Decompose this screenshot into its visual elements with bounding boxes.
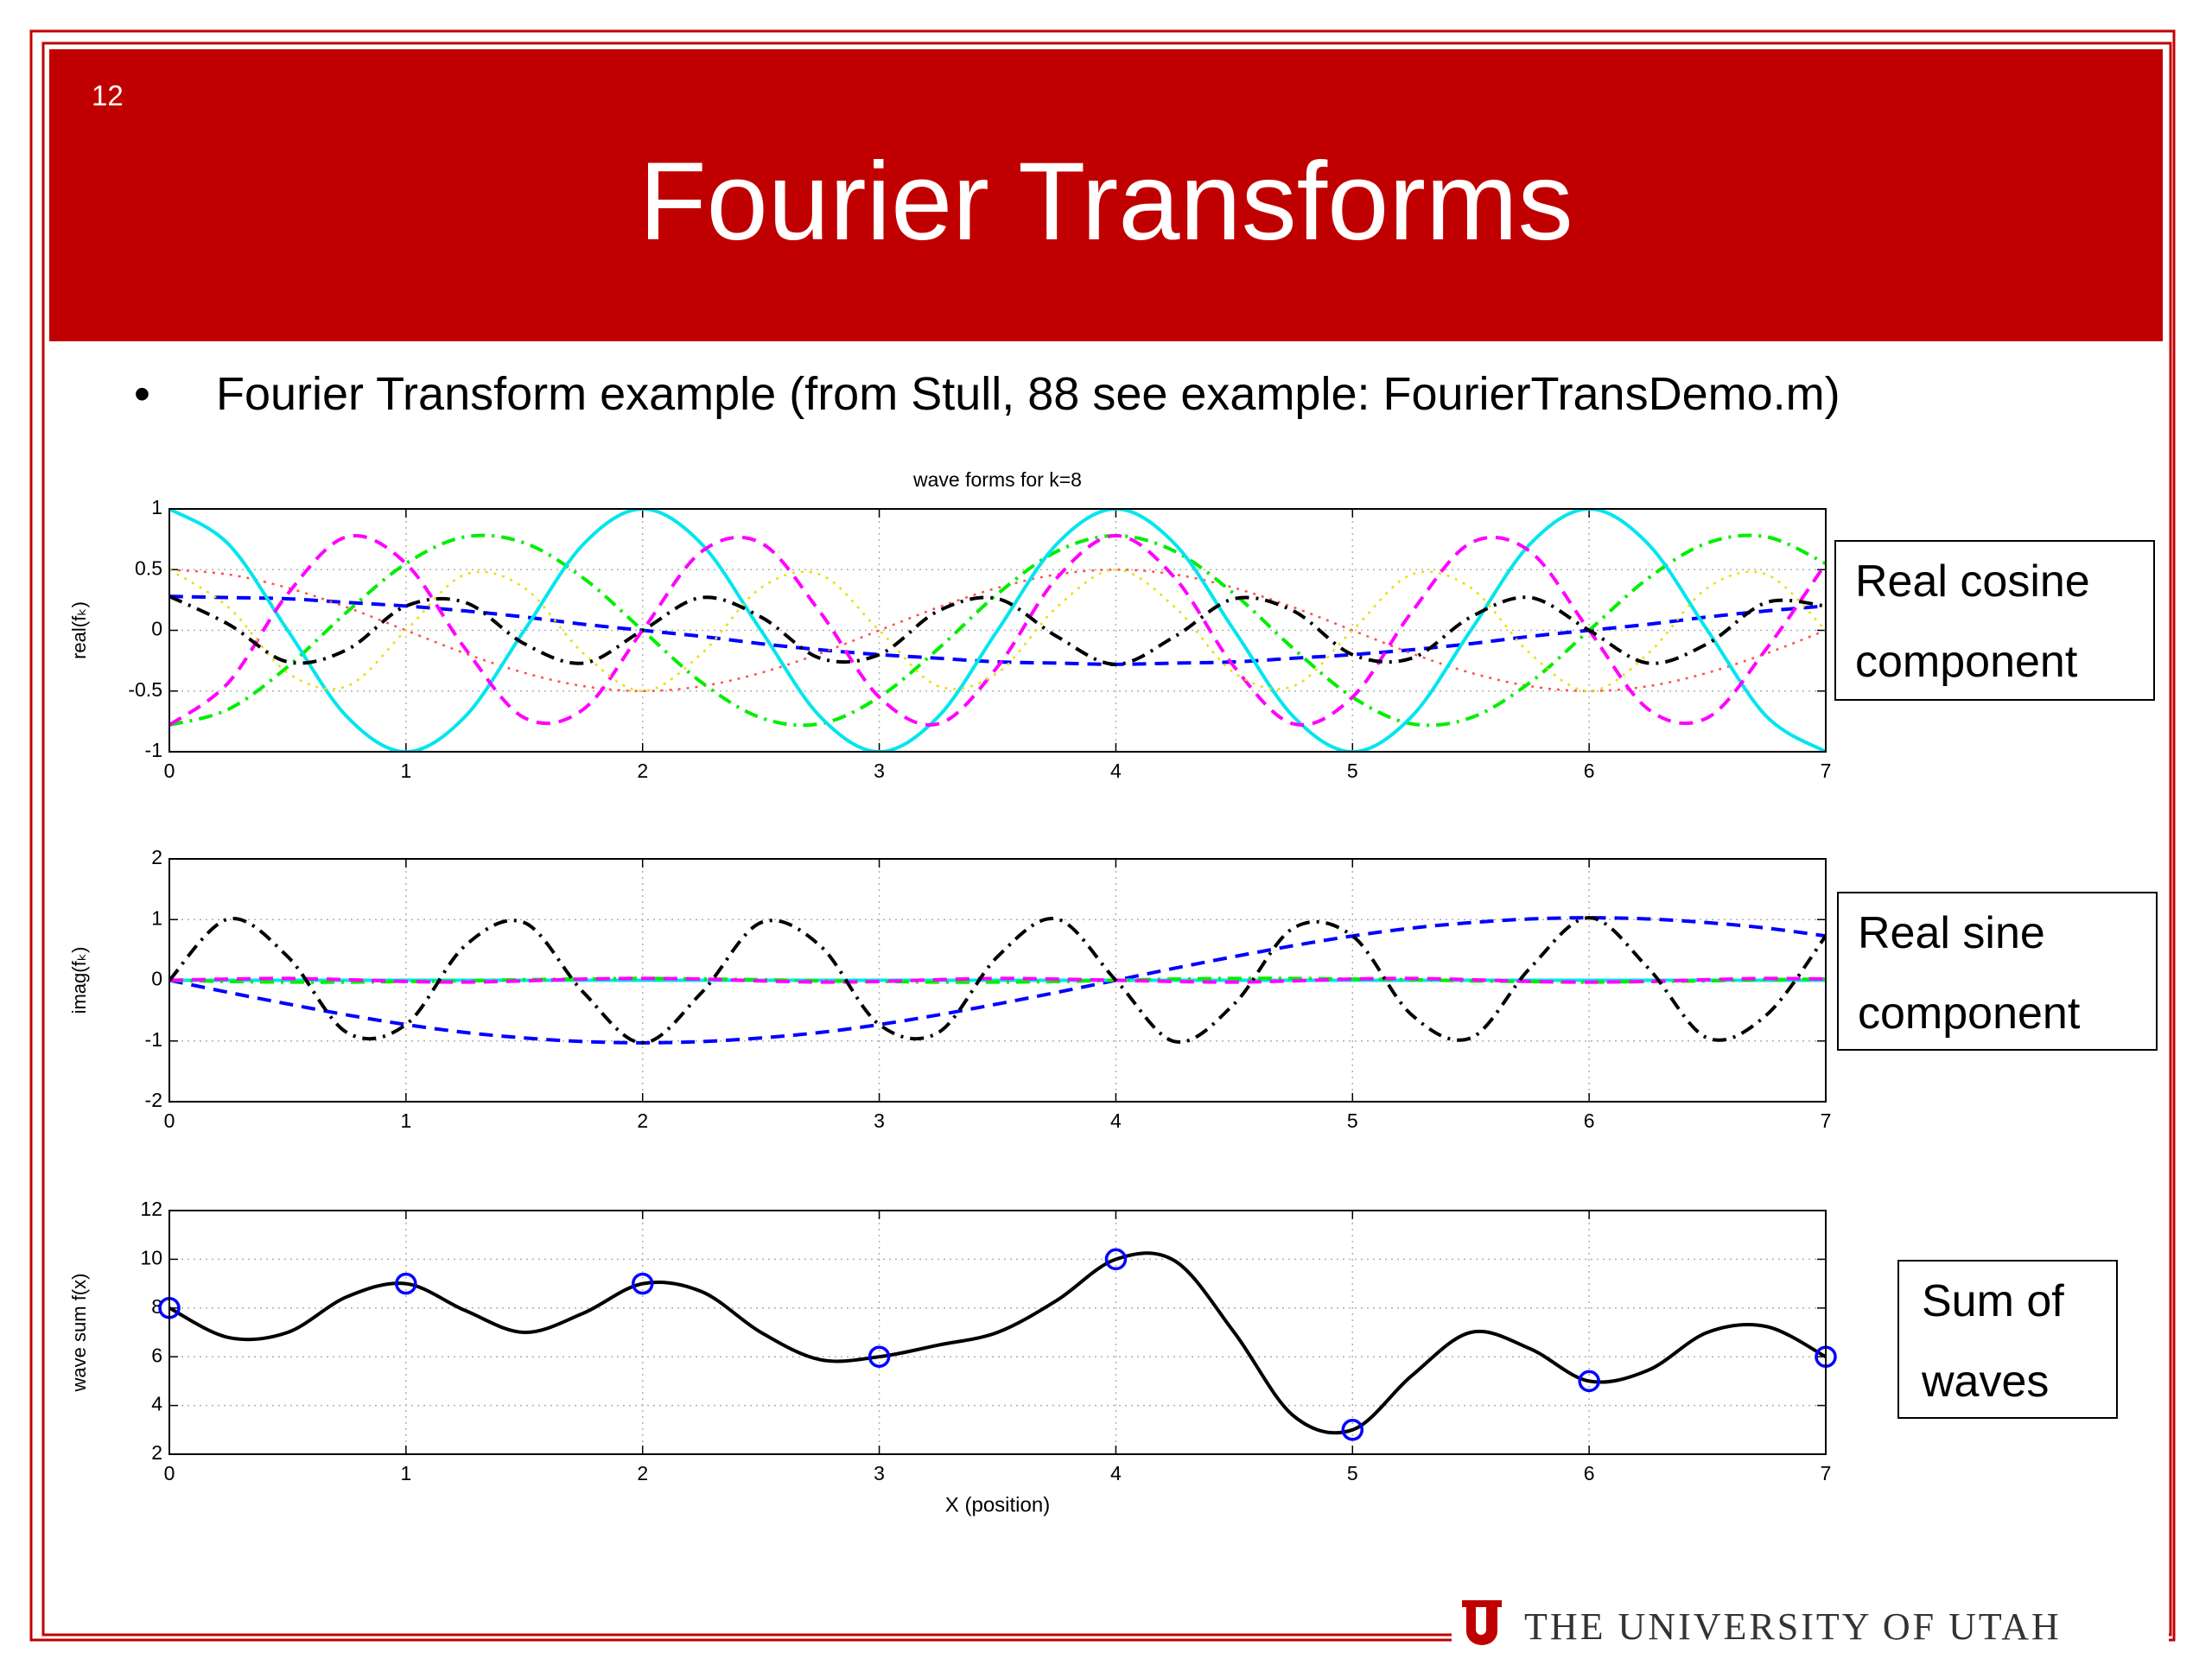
series-line (169, 916, 1826, 1045)
axes-box (168, 1210, 1827, 1455)
x-tick-label: 1 (400, 760, 411, 782)
x-tick-label: 4 (1110, 760, 1122, 782)
x-tick-label: 6 (1584, 1462, 1595, 1484)
series-line (169, 533, 1826, 728)
series-line (169, 594, 1826, 666)
y-tick-label: 1 (151, 906, 162, 929)
series-line (169, 1251, 1826, 1435)
data-point (1578, 1370, 1600, 1393)
x-tick-label: 6 (1584, 1109, 1595, 1132)
y-tick-label: -1 (145, 739, 162, 761)
bullet-marker: • (134, 368, 150, 420)
y-tick-label: 12 (140, 1198, 162, 1220)
x-tick-label: 6 (1584, 760, 1595, 782)
callout: Real sine component (1837, 892, 2158, 1051)
x-tick-label: 0 (164, 1462, 175, 1484)
header-band (49, 49, 2163, 341)
y-tick-label: 2 (151, 846, 162, 868)
x-tick-label: 3 (874, 760, 885, 782)
y-axis-label: wave sum f(x) (68, 1274, 90, 1393)
x-tick-label: 0 (164, 760, 175, 782)
x-tick-label: 5 (1347, 1462, 1358, 1484)
series-line (169, 533, 1826, 727)
x-tick-label: 3 (874, 1462, 885, 1484)
y-tick-label: 1 (151, 496, 162, 518)
y-tick-label: 4 (151, 1393, 162, 1415)
slide-number: 12 (92, 79, 124, 111)
university-logo (1462, 1600, 1502, 1645)
x-tick-label: 1 (400, 1462, 411, 1484)
x-tick-label: 2 (637, 760, 648, 782)
y-axis-label: real(fₖ) (68, 601, 90, 659)
y-tick-label: 0 (151, 968, 162, 990)
callout: Real cosine component (1834, 540, 2155, 701)
series-line (169, 594, 1826, 666)
x-tick-label: 3 (874, 1109, 885, 1132)
frame-inner (41, 41, 2172, 1637)
series-line (169, 916, 1826, 1045)
y-tick-label: 0 (151, 618, 162, 640)
x-tick-label: 7 (1821, 1462, 1832, 1484)
y-tick-label: 2 (151, 1441, 162, 1464)
series-line (169, 568, 1826, 693)
axes-box (168, 858, 1827, 1103)
y-tick-label: -1 (145, 1028, 162, 1051)
bullet-text: Fourier Transform example (from Stull, 8… (216, 368, 1840, 420)
x-tick-label: 2 (637, 1462, 648, 1484)
axes-box (168, 508, 1827, 753)
plot-area (169, 509, 1826, 752)
plot-area (169, 1251, 1826, 1435)
y-tick-label: -0.5 (128, 678, 162, 701)
x-tick-label: 0 (164, 1109, 175, 1132)
plot-area (169, 916, 1826, 1045)
x-tick-label: 5 (1347, 1109, 1358, 1132)
x-tick-label: 1 (400, 1109, 411, 1132)
chart-title: wave forms for k=8 (912, 468, 1082, 491)
y-axis-label: imag(fₖ) (68, 947, 90, 1014)
footer-text: THE UNIVERSITY OF UTAH (1521, 1605, 2065, 1649)
y-tick-label: 0.5 (135, 556, 162, 579)
data-point (395, 1272, 417, 1295)
data-point (1341, 1419, 1364, 1441)
callout: Sum of waves (1897, 1260, 2118, 1419)
y-tick-label: -2 (145, 1089, 162, 1111)
x-tick-label: 4 (1110, 1462, 1122, 1484)
data-point (631, 1272, 654, 1295)
frame-outer (29, 29, 2176, 1642)
series-line (169, 976, 1826, 984)
x-tick-label: 2 (637, 1109, 648, 1132)
x-tick-label: 7 (1821, 760, 1832, 782)
series-line (169, 509, 1826, 752)
data-point (1104, 1248, 1128, 1271)
slide-title: Fourier Transforms (639, 140, 1573, 264)
y-tick-label: 10 (140, 1246, 162, 1268)
data-point (868, 1345, 891, 1368)
x-tick-label: 4 (1110, 1109, 1122, 1132)
x-tick-label: 5 (1347, 760, 1358, 782)
y-tick-label: 6 (151, 1344, 162, 1366)
x-axis-label: X (position) (945, 1493, 1050, 1516)
x-tick-label: 7 (1821, 1109, 1832, 1132)
